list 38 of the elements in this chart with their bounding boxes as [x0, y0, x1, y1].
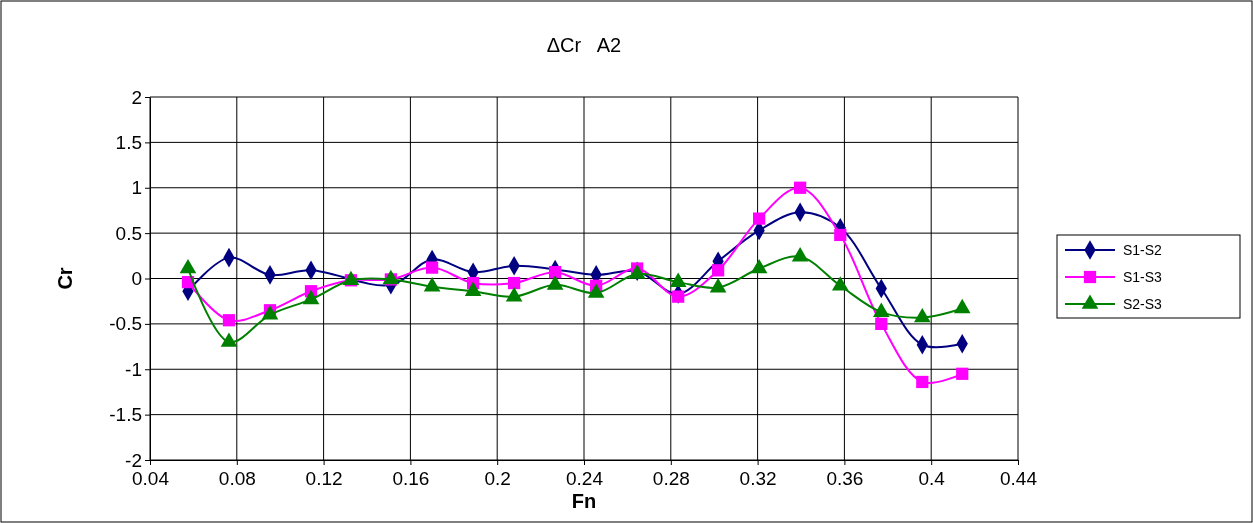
- x-tick-label: 0.28: [652, 468, 690, 490]
- x-tick-label: 0.16: [392, 468, 430, 490]
- x-axis-title: Fn: [571, 490, 597, 512]
- legend-label: S1-S3: [1123, 269, 1163, 285]
- y-tick-label: -1.5: [109, 404, 142, 426]
- y-tick-label: -0.5: [109, 313, 142, 335]
- point: [508, 276, 521, 290]
- point: [753, 212, 766, 225]
- point: [956, 367, 969, 380]
- point: [875, 317, 888, 330]
- x-tick-label: 0.2: [484, 468, 511, 490]
- legend-label: S1-S2: [1123, 242, 1163, 258]
- x-tick-label: 0.04: [132, 468, 170, 490]
- x-tick-label: 0.32: [739, 468, 777, 490]
- point: [711, 264, 725, 277]
- y-tick-label: -2: [125, 449, 142, 471]
- point: [794, 181, 807, 194]
- x-tick-label: 0.44: [1000, 468, 1038, 490]
- point: [672, 290, 685, 303]
- x-tick-label: 0.24: [566, 468, 604, 490]
- point: [916, 375, 929, 389]
- y-tick-label: 1: [131, 177, 142, 199]
- point: [549, 266, 562, 279]
- y-tick-label: 0.5: [115, 222, 142, 244]
- point: [834, 228, 847, 242]
- chart-title: ΔCr A2: [546, 34, 622, 56]
- x-tick-label: 0.36: [826, 468, 864, 490]
- y-tick-label: 0: [131, 268, 142, 290]
- y-tick-label: 2: [131, 86, 142, 108]
- x-tick-label: 0.4: [918, 468, 946, 490]
- y-axis-title: Cr: [54, 267, 76, 290]
- y-tick-label: -1: [125, 358, 142, 380]
- x-tick-label: 0.08: [218, 468, 256, 490]
- legend-label: S2-S3: [1123, 296, 1163, 312]
- x-tick-label: 0.12: [305, 468, 343, 490]
- y-tick-label: 1.5: [115, 131, 142, 153]
- point: [222, 314, 236, 327]
- point: [425, 261, 439, 274]
